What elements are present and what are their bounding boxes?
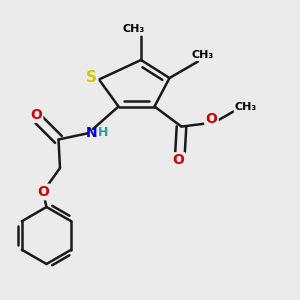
Text: N: N <box>86 126 97 140</box>
Text: H: H <box>98 125 108 139</box>
Text: O: O <box>172 154 184 167</box>
Text: CH₃: CH₃ <box>235 102 257 112</box>
Text: O: O <box>38 185 50 199</box>
Text: O: O <box>206 112 218 126</box>
Text: CH₃: CH₃ <box>122 24 145 34</box>
Text: CH₃: CH₃ <box>191 50 214 60</box>
Text: S: S <box>86 70 97 86</box>
Text: O: O <box>30 108 42 122</box>
